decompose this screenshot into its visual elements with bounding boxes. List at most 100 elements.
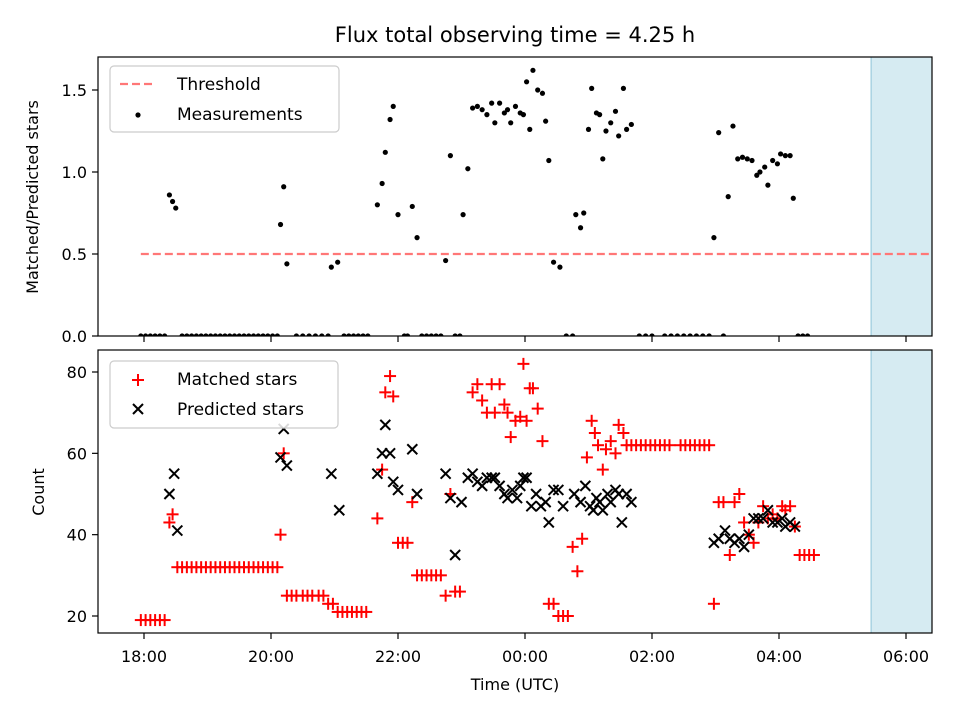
top-legend-box <box>109 65 340 133</box>
measurement-point <box>804 333 811 336</box>
matched-point <box>434 569 447 582</box>
predicted-point <box>557 500 569 512</box>
measurement-point <box>589 85 595 91</box>
measurement-point <box>474 103 480 109</box>
measurement-point <box>597 112 603 118</box>
predicted-point <box>514 480 526 492</box>
predicted-point <box>387 476 399 488</box>
measurement-point <box>492 120 498 126</box>
bottom-legend: Matched stars Predicted stars <box>109 360 339 429</box>
predicted-point <box>274 451 287 464</box>
measurement-point <box>138 333 144 336</box>
matched-point <box>609 447 622 460</box>
measurement-point <box>341 333 347 336</box>
top-shaded-intervals <box>870 57 932 336</box>
measurement-point <box>231 333 238 336</box>
matched-point <box>580 451 593 464</box>
top-y-tick-label: 0.0 <box>62 327 87 346</box>
measurement-point <box>800 333 806 336</box>
measurement-point <box>720 333 727 336</box>
measurement-point <box>350 333 357 336</box>
predicted-point <box>333 504 345 516</box>
matched-point <box>439 589 452 602</box>
predicted-point <box>743 528 755 541</box>
measurement-point <box>409 203 415 210</box>
measurement-point <box>770 157 776 164</box>
shaded-interval-1 <box>949 350 960 633</box>
bottom-x-tick-label: 18:00 <box>121 647 167 666</box>
predicted-point <box>476 480 488 492</box>
measurement-point <box>479 107 485 113</box>
predicted-point <box>616 516 628 529</box>
predicted-point <box>371 467 384 480</box>
measurement-point <box>693 333 700 336</box>
measurement-point <box>395 212 401 218</box>
predicted-point <box>449 549 461 561</box>
legend-threshold-label: Threshold <box>176 75 261 95</box>
measurement-point <box>581 210 587 216</box>
bottom-x-label: Time (UTC) <box>470 675 559 694</box>
measurement-point <box>198 333 204 336</box>
measurement-point <box>438 333 444 336</box>
matched-point <box>617 427 630 439</box>
predicted-point <box>520 472 533 484</box>
matched-point <box>379 386 392 399</box>
matched-point <box>401 536 414 549</box>
measurement-point <box>423 333 430 336</box>
matched-point <box>604 435 617 448</box>
measurement-point <box>250 333 257 336</box>
bottom-x-tick-label: 02:00 <box>629 647 675 666</box>
measurement-point <box>790 195 796 201</box>
predicted-point <box>620 488 633 500</box>
matched-point <box>163 516 176 529</box>
matched-point <box>592 439 605 452</box>
predicted-point <box>379 419 392 431</box>
matched-point <box>514 410 527 423</box>
predicted-point <box>392 484 404 496</box>
measurement-point <box>668 333 674 336</box>
predicted-point <box>579 480 592 492</box>
predicted-point <box>168 467 180 480</box>
matched-point <box>326 597 339 610</box>
measurement-point <box>484 112 490 118</box>
matched-point <box>547 597 560 610</box>
shaded-interval-0 <box>870 350 932 633</box>
measurement-point <box>749 157 755 164</box>
measurement-point <box>217 333 223 336</box>
measurement-point <box>535 87 541 93</box>
measurement-point <box>612 108 619 114</box>
predicted-point <box>517 472 530 484</box>
measurement-point <box>624 126 630 132</box>
predicted-point <box>719 524 731 537</box>
measurement-point <box>700 333 706 336</box>
matched-point <box>585 414 598 427</box>
measurement-point <box>603 128 609 134</box>
matched-point <box>360 605 373 618</box>
matched-point <box>717 496 730 509</box>
measurement-point <box>744 156 750 162</box>
top-y-tick-label: 1.5 <box>62 81 87 100</box>
measurement-point <box>504 107 511 113</box>
measurement-point <box>355 333 361 336</box>
measurement-point <box>169 198 176 205</box>
predicted-point <box>171 524 184 537</box>
predicted-point <box>733 533 746 545</box>
predicted-point <box>547 484 560 496</box>
measurement-point <box>236 333 242 336</box>
measurement-point <box>716 130 722 136</box>
measurement-point <box>687 333 693 336</box>
bottom-y-tick-label: 80 <box>67 363 87 382</box>
predicted-point <box>757 512 769 525</box>
measurement-point <box>577 225 584 231</box>
measurement-point <box>390 103 396 109</box>
measurement-point <box>208 333 214 336</box>
matched-point <box>576 532 589 545</box>
matched-point <box>488 406 501 419</box>
matched-point <box>271 561 284 574</box>
matched-point <box>466 386 479 399</box>
matched-point <box>599 443 612 456</box>
measurement-point <box>470 105 476 111</box>
measurement-point <box>222 333 228 336</box>
measurement-point <box>762 164 768 170</box>
measurement-point <box>203 333 209 336</box>
